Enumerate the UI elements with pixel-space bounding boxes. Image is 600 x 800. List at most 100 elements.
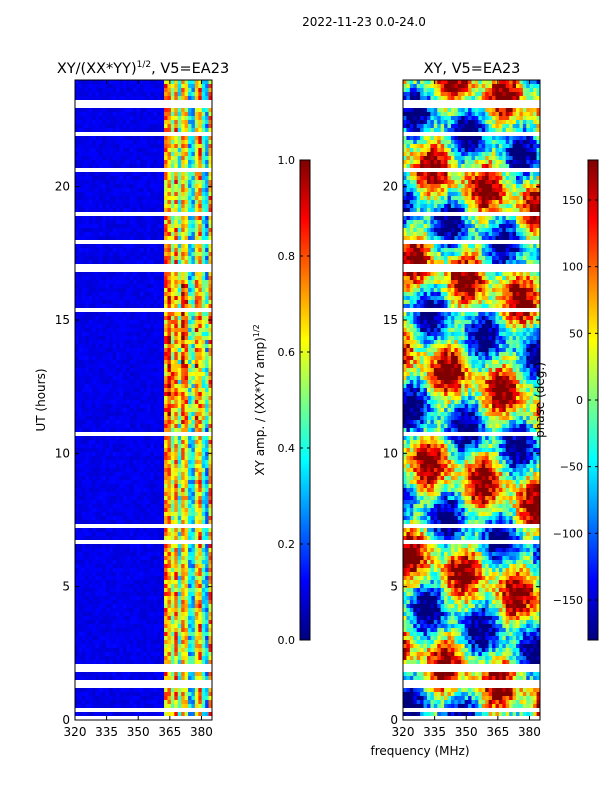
heatmap-cell <box>177 428 182 433</box>
heatmap-cell <box>85 568 90 573</box>
heatmap-cell <box>184 216 189 221</box>
heatmap-cell <box>122 400 127 405</box>
heatmap-cell <box>174 532 179 537</box>
heatmap-cell <box>105 92 110 97</box>
heatmap-cell <box>205 320 209 325</box>
heatmap-cell <box>119 276 124 281</box>
heatmap-cell <box>129 192 134 197</box>
heatmap-cell <box>198 224 203 229</box>
heatmap-cell <box>129 232 134 237</box>
heatmap-cell <box>85 248 90 253</box>
heatmap-cell <box>85 160 90 165</box>
heatmap-cell <box>122 596 127 601</box>
heatmap-cell <box>105 364 110 369</box>
heatmap-cell <box>146 152 151 157</box>
heatmap-cell <box>146 284 151 289</box>
heatmap-cell <box>92 312 96 317</box>
heatmap-cell <box>146 320 151 325</box>
heatmap-cell <box>75 372 79 377</box>
heatmap-cell <box>78 472 83 477</box>
heatmap-cell <box>133 180 138 185</box>
heatmap-cell <box>160 496 165 501</box>
heatmap-cell <box>126 232 131 237</box>
heatmap-cell <box>88 404 93 409</box>
heatmap-cell <box>136 472 141 477</box>
heatmap-cell <box>122 492 127 497</box>
heatmap-cell <box>98 88 103 93</box>
heatmap-cell <box>146 120 151 125</box>
heatmap-cell <box>194 188 199 193</box>
heatmap-cell <box>102 588 107 593</box>
heatmap-cell <box>184 272 189 277</box>
heatmap-cell <box>126 608 131 613</box>
heatmap-cell <box>143 508 148 513</box>
heatmap-cell <box>140 140 144 145</box>
heatmap-cell <box>153 164 158 169</box>
heatmap-cell <box>181 560 185 565</box>
heatmap-cell <box>105 260 110 265</box>
heatmap-cell <box>85 328 90 333</box>
heatmap-cell <box>167 208 172 213</box>
heatmap-cell <box>164 340 168 345</box>
heatmap-cell <box>112 204 117 209</box>
heatmap-cell <box>164 360 168 365</box>
heatmap-cell <box>194 324 199 329</box>
heatmap-cell <box>126 536 131 541</box>
heatmap-cell <box>198 288 203 293</box>
heatmap-cell <box>177 236 182 241</box>
heatmap-cell <box>75 236 79 241</box>
heatmap-cell <box>170 364 175 369</box>
heatmap-cell <box>153 180 158 185</box>
heatmap-cell <box>188 148 192 153</box>
heatmap-cell <box>194 420 199 425</box>
heatmap-cell <box>126 288 131 293</box>
heatmap-cell <box>184 424 189 429</box>
heatmap-cell <box>150 528 155 533</box>
heatmap-cell <box>177 364 182 369</box>
heatmap-cell <box>126 216 131 221</box>
heatmap-cell <box>129 376 134 381</box>
heatmap-cell <box>153 160 158 165</box>
heatmap-cell <box>160 84 165 89</box>
heatmap-cell <box>201 276 206 281</box>
heatmap-cell <box>78 468 83 473</box>
heatmap-cell <box>164 504 168 509</box>
heatmap-cell <box>153 80 158 85</box>
heatmap-cell <box>75 572 79 577</box>
heatmap-cell <box>194 92 199 97</box>
heatmap-cell <box>102 352 107 357</box>
heatmap-cell <box>95 344 100 349</box>
heatmap-cell <box>181 108 185 113</box>
heatmap-cell <box>81 172 86 177</box>
heatmap-cell <box>208 176 213 181</box>
heatmap-cell <box>201 356 206 361</box>
heatmap-cell <box>129 444 134 449</box>
heatmap-cell <box>143 272 148 277</box>
heatmap-cell <box>116 548 120 553</box>
heatmap-cell <box>188 248 192 253</box>
heatmap-cell <box>164 620 168 625</box>
heatmap-cell <box>102 512 107 517</box>
heatmap-cell <box>153 300 158 305</box>
heatmap-cell <box>184 116 189 121</box>
heatmap-cell <box>75 172 79 177</box>
heatmap-cell <box>184 560 189 565</box>
heatmap-cell <box>205 272 209 277</box>
heatmap-cell <box>122 620 127 625</box>
heatmap-cell <box>174 388 179 393</box>
heatmap-cell <box>78 112 83 117</box>
heatmap-cell <box>116 620 120 625</box>
heatmap-cell <box>181 360 185 365</box>
heatmap-cell <box>201 120 206 125</box>
heatmap-cell <box>126 124 131 129</box>
heatmap-cell <box>170 252 175 257</box>
heatmap-cell <box>194 216 199 221</box>
heatmap-cell <box>140 176 144 181</box>
heatmap-cell <box>208 384 213 389</box>
heatmap-cell <box>170 588 175 593</box>
heatmap-cell <box>157 476 162 481</box>
heatmap-cell <box>81 284 86 289</box>
heatmap-cell <box>78 556 83 561</box>
heatmap-cell <box>194 272 199 277</box>
heatmap-cell <box>136 608 141 613</box>
